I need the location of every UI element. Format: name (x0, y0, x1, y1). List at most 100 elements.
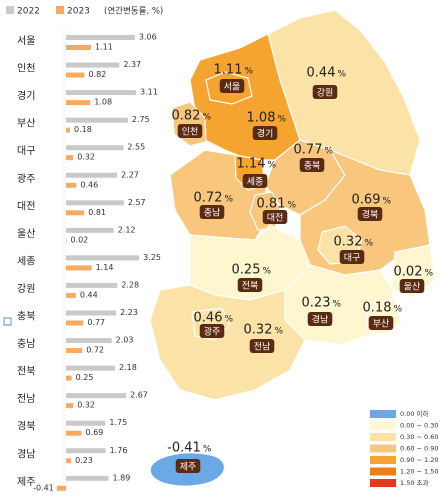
value-label: 0.32 (77, 153, 95, 162)
bar (66, 338, 112, 344)
region-tag (357, 207, 383, 221)
bar (66, 393, 127, 399)
category-label: 경북 (17, 420, 35, 433)
region-name: 강원 (317, 88, 334, 99)
map-value: 0.72 (194, 191, 223, 206)
bar (66, 100, 91, 106)
map-unit: % (277, 115, 286, 125)
region-tag (299, 158, 325, 172)
bar (66, 127, 71, 133)
category-label: 강원 (17, 283, 35, 295)
value-label: 0.25 (76, 373, 94, 382)
map-legend-label: 1.50 초과 (400, 478, 429, 487)
region-tag (249, 339, 275, 353)
map-legend-swatch (370, 456, 396, 464)
region-name: 부산 (373, 319, 390, 330)
map-value: 0.32 (334, 235, 363, 250)
value-label: 0.44 (80, 290, 98, 299)
map-unit: % (274, 327, 283, 337)
bar (66, 320, 84, 326)
bar (66, 35, 135, 40)
value-label: 1.76 (110, 446, 128, 455)
map-value: 0.77 (294, 143, 323, 158)
map-value: 0.32 (244, 323, 273, 338)
bar (66, 365, 116, 371)
category-label: 경기 (17, 89, 35, 102)
value-label: 0.23 (75, 456, 93, 465)
bar (66, 292, 76, 298)
category-label: 부산 (17, 118, 35, 130)
bar (66, 155, 74, 161)
legend-label: 2022 (17, 7, 40, 17)
map-unit: % (287, 201, 296, 211)
category-label: 서울 (17, 35, 35, 47)
value-label: 2.37 (123, 60, 141, 69)
value-label: 0.72 (86, 346, 104, 355)
value-label: 2.03 (116, 336, 134, 345)
map-value: 0.69 (352, 193, 381, 208)
map-legend-label: 1.20 ~ 1.50 (400, 468, 439, 476)
value-label: 2.57 (128, 198, 146, 207)
map-legend-label: 0.30 ~ 0.60 (400, 433, 439, 441)
region-tag (242, 174, 268, 188)
region-name: 제주 (180, 462, 197, 473)
region-name: 인천 (182, 127, 199, 138)
map-value: 0.18 (363, 301, 392, 316)
map: 1.11 %서울0.82 %인천1.08 %경기0.18 %부산0.32 %대구0.46%… (149, 9, 436, 488)
bar (66, 90, 136, 96)
value-label: 3.25 (143, 253, 161, 262)
bar (66, 227, 114, 233)
bar (66, 210, 85, 216)
value-label: 0.82 (88, 70, 106, 79)
value-label: 2.12 (118, 225, 136, 234)
category-label: 충남 (17, 338, 35, 350)
bar (66, 430, 82, 436)
map-value: 0.23 (302, 296, 331, 311)
region-tag (219, 79, 245, 93)
value-label: 1.14 (96, 263, 114, 272)
bar (56, 485, 66, 491)
region-name: 대구 (344, 253, 361, 264)
category-label: 대전 (17, 200, 35, 212)
value-label: 2.55 (127, 143, 145, 152)
region-name: 서울 (224, 82, 241, 93)
category-label: 제주 (17, 476, 35, 488)
map-legend-swatch (370, 444, 396, 453)
value-label: 2.75 (132, 115, 150, 124)
region-name: 경기 (257, 128, 274, 140)
region-tag (307, 312, 333, 326)
map-unit: % (203, 445, 212, 455)
marker (3, 317, 12, 326)
map-unit: % (224, 195, 233, 205)
map-value: 1.11 (214, 63, 243, 78)
value-label: 3.11 (140, 88, 158, 97)
region-tag (177, 124, 203, 138)
category-label: 세종 (17, 255, 35, 267)
region-name: 경남 (312, 314, 329, 326)
map-value: 1.14 (237, 157, 266, 172)
value-label: 2.18 (119, 363, 137, 372)
bar (66, 348, 83, 354)
bar (66, 117, 128, 123)
region-tag (399, 279, 425, 293)
region-tag (199, 324, 225, 338)
map-legend-label: 0.60 ~ 0.90 (400, 445, 439, 453)
value-label: 2.23 (120, 308, 138, 317)
region-tag (368, 316, 394, 330)
map-legend-label: 0.00 이하 (400, 409, 429, 418)
category-label: 인천 (17, 63, 35, 75)
map-legend-label: 0.00 ~ 0.30 (400, 422, 439, 430)
region-tag (175, 459, 201, 473)
value-label: 2.67 (130, 391, 148, 400)
legend-swatch (56, 6, 64, 14)
bar (66, 458, 72, 464)
legend-label: 2023 (67, 7, 90, 17)
value-label: 1.11 (95, 43, 113, 52)
value-label: 0.81 (88, 208, 106, 217)
value-label: -0.41 (33, 483, 54, 492)
map-unit: % (332, 300, 341, 310)
map-unit: % (337, 70, 346, 80)
bar (66, 62, 120, 68)
region-name: 충남 (204, 208, 221, 219)
bar (66, 475, 109, 481)
